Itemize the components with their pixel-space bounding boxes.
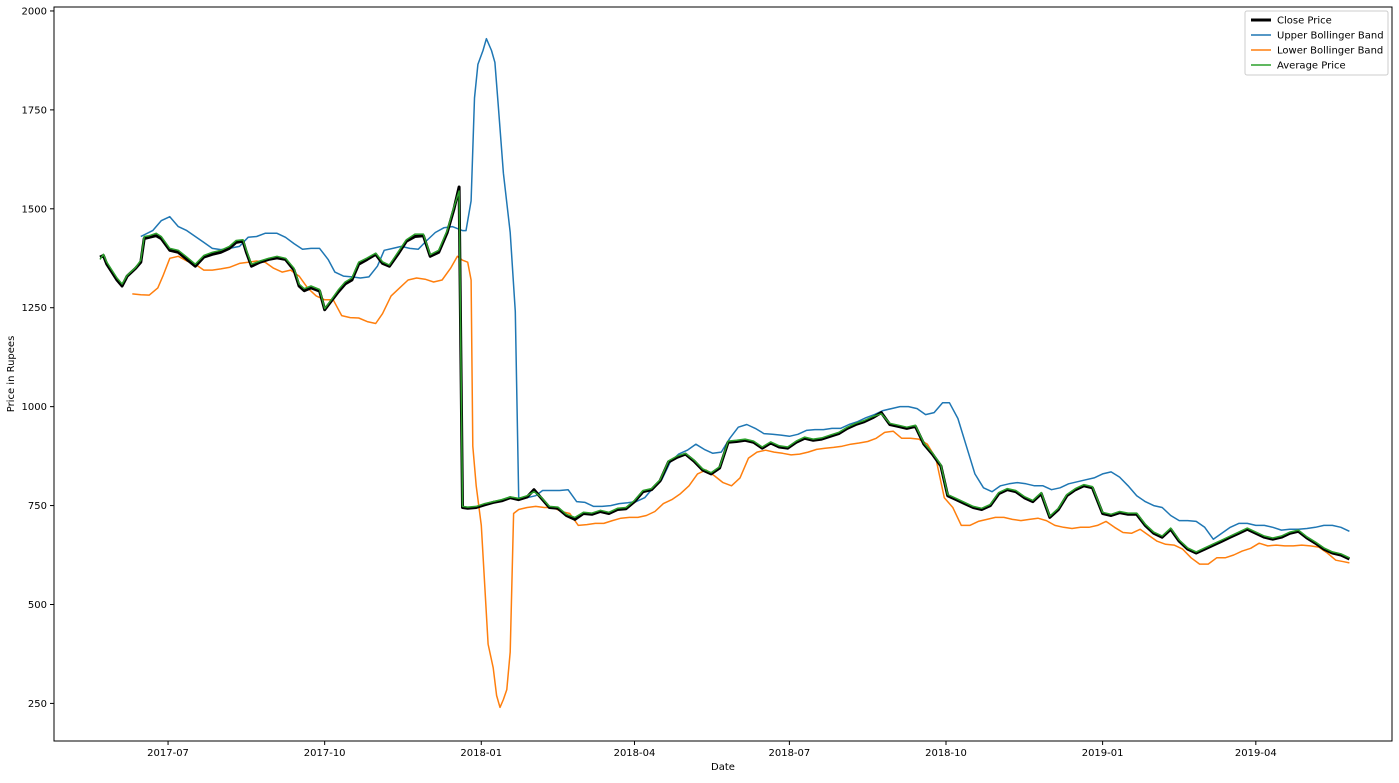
y-tick-label: 1250 bbox=[22, 303, 47, 314]
x-tick-label: 2019-04 bbox=[1235, 748, 1277, 759]
series-layer bbox=[99, 37, 1351, 709]
x-tick-label: 2017-10 bbox=[304, 748, 346, 759]
y-tick-label: 750 bbox=[28, 501, 47, 512]
x-tick-label: 2018-07 bbox=[768, 748, 810, 759]
legend-label: Average Price bbox=[1277, 61, 1346, 72]
series-line-close-price bbox=[99, 185, 1351, 561]
series-line-upper-bollinger-band bbox=[140, 37, 1350, 540]
legend: Close Price Upper Bollinger Band Lower Bol… bbox=[1244, 10, 1389, 76]
plot-area-frame bbox=[53, 6, 1393, 742]
x-axis: 2017-07 2017-10 2018-01 2018-04 2018-07 2018-… bbox=[147, 741, 1277, 759]
series-line-average-price bbox=[99, 190, 1350, 559]
legend-label: Lower Bollinger Band bbox=[1277, 46, 1383, 57]
x-tick-label: 2018-10 bbox=[925, 748, 967, 759]
y-tick-label: 2000 bbox=[22, 6, 47, 17]
x-tick-label: 2018-04 bbox=[614, 748, 656, 759]
legend-label: Close Price bbox=[1277, 16, 1332, 27]
y-tick-label: 1750 bbox=[22, 105, 47, 116]
y-tick-label: 1000 bbox=[22, 402, 47, 413]
y-tick-label: 1500 bbox=[22, 204, 47, 215]
x-tick-label: 2017-07 bbox=[147, 748, 189, 759]
legend-box bbox=[1244, 10, 1389, 76]
x-axis-label: Date bbox=[711, 762, 735, 773]
legend-label: Upper Bollinger Band bbox=[1277, 31, 1384, 42]
y-axis-label: Price in Rupees bbox=[6, 336, 17, 413]
series-line-lower-bollinger-band bbox=[132, 255, 1350, 709]
y-axis: 250 500 750 1000 1250 1500 1750 2000 bbox=[22, 6, 54, 710]
x-tick-label: 2019-01 bbox=[1082, 748, 1124, 759]
x-tick-label: 2018-01 bbox=[460, 748, 502, 759]
y-tick-label: 250 bbox=[28, 699, 47, 710]
y-tick-label: 500 bbox=[28, 600, 47, 611]
